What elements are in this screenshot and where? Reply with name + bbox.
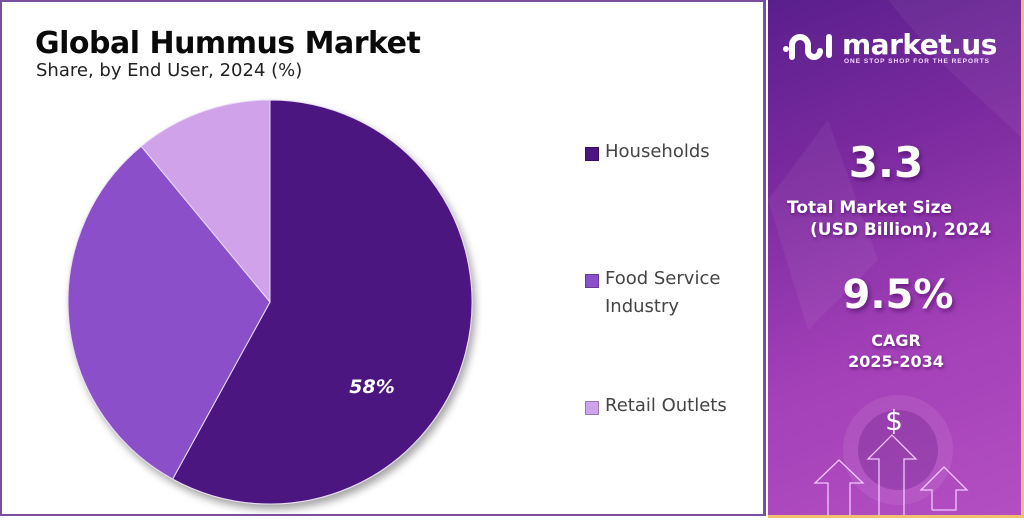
brand-name: market.us (842, 28, 997, 61)
growth-arrows-icon: $ (813, 404, 969, 515)
logo-icon (783, 33, 832, 60)
legend-swatch (585, 274, 599, 288)
legend-label: Food Service (605, 268, 721, 289)
chart-title: Global Hummus Market (35, 26, 421, 61)
market-size-value: 3.3 (848, 138, 924, 187)
pie-chart: 58% (67, 99, 473, 505)
legend-label-line2: Industry (605, 296, 680, 317)
background-decoration (768, 0, 1021, 505)
cagr-period: 2025-2034 (848, 352, 944, 371)
legend-item-retail: Retail Outlets (585, 395, 727, 420)
legend-label: Households (605, 141, 710, 162)
households-data-label: 58% (349, 376, 394, 398)
dollar-icon: $ (885, 404, 903, 437)
summary-sidebar: market.us ONE STOP SHOP FOR THE REPORTS … (768, 0, 1024, 518)
brand-logo: market.us (782, 28, 997, 61)
legend-item-households: Households (585, 141, 710, 166)
pie-slice-food-service (67, 145, 271, 480)
legend-swatch (585, 401, 599, 415)
legend-label: Retail Outlets (605, 395, 727, 416)
cagr-label: CAGR (871, 331, 921, 350)
chart-panel: Global Hummus Market Share, by End User,… (0, 0, 766, 516)
legend-item-food-service: Food Service Industry (585, 268, 720, 321)
pie-slice-households (172, 99, 473, 505)
market-size-label: Total Market Size (787, 198, 953, 218)
legend-swatch (585, 147, 599, 161)
brand-tagline: ONE STOP SHOP FOR THE REPORTS (844, 58, 991, 65)
chart-subtitle: Share, by End User, 2024 (%) (36, 60, 303, 81)
pie-slice-retail (140, 99, 271, 304)
market-size-unit: (USD Billion), 2024 (810, 220, 992, 240)
cagr-value: 9.5% (842, 272, 954, 318)
